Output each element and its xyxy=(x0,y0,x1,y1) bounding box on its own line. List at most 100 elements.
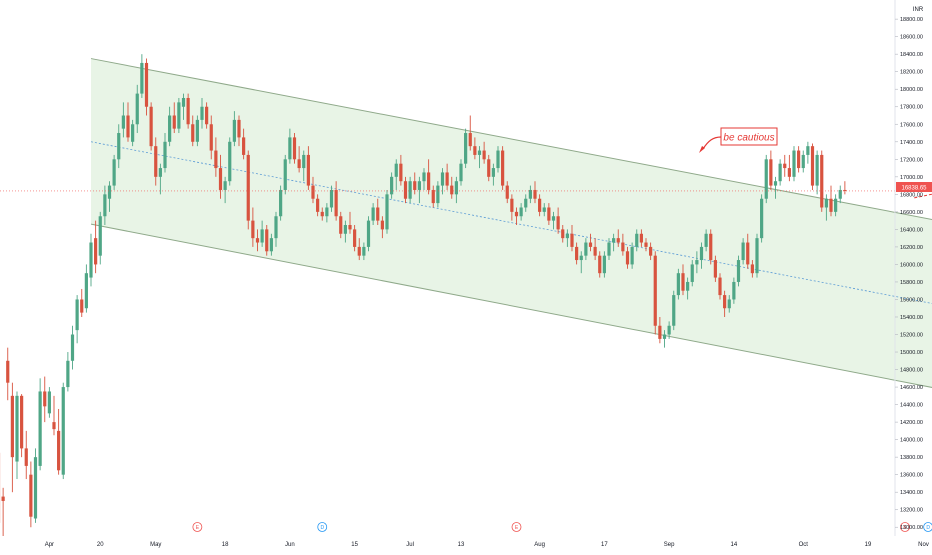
time-tick-label: 17 xyxy=(601,542,608,548)
candle-body xyxy=(251,221,254,239)
candle-body xyxy=(788,168,791,177)
candle-body xyxy=(432,190,435,203)
candle-body xyxy=(150,107,153,146)
candle-body xyxy=(376,207,379,220)
candle-body xyxy=(256,238,259,242)
candle-body xyxy=(163,142,166,168)
candle-body xyxy=(80,299,83,312)
candle-body xyxy=(131,124,134,142)
candle-body xyxy=(543,207,546,211)
candle-body xyxy=(718,278,721,296)
candle-body xyxy=(695,260,698,264)
candle-body xyxy=(298,159,301,168)
candle-body xyxy=(816,155,819,186)
candle-body xyxy=(487,159,490,177)
time-tick-label: 19 xyxy=(865,542,872,548)
candle-body xyxy=(242,137,245,155)
time-tick-label: May xyxy=(150,542,161,548)
price-tick-label: 13600.00 xyxy=(900,473,923,479)
candle-body xyxy=(159,168,162,177)
candle-body xyxy=(43,391,46,406)
candle-body xyxy=(723,295,726,308)
candle-body xyxy=(732,282,735,300)
candle-body xyxy=(99,216,102,255)
price-tick-label: 15600.00 xyxy=(900,297,923,303)
time-tick-label: Apr xyxy=(45,542,54,548)
candle-body xyxy=(34,457,37,518)
candle-body xyxy=(385,194,388,229)
candle-body xyxy=(598,256,601,274)
candle-body xyxy=(640,234,643,243)
candle-body xyxy=(76,299,79,330)
candle-body xyxy=(404,181,407,199)
candle-body xyxy=(825,199,828,208)
candle-body xyxy=(626,251,629,264)
candle-body xyxy=(839,190,842,199)
price-tick-label: 15000.00 xyxy=(900,350,923,356)
candle-body xyxy=(612,238,615,242)
candle-body xyxy=(635,234,638,247)
candle-body xyxy=(367,221,370,247)
candle-body xyxy=(742,243,745,261)
candle-body xyxy=(261,229,264,242)
candle-body xyxy=(302,155,305,168)
candle-body xyxy=(187,98,190,124)
candle-body xyxy=(325,207,328,216)
candle-body xyxy=(316,199,319,212)
candle-body xyxy=(709,234,712,260)
candle-body xyxy=(219,168,222,190)
candle-body xyxy=(533,190,536,199)
candle-body xyxy=(529,190,532,199)
candle-body xyxy=(765,159,768,198)
candle-body xyxy=(580,256,583,260)
candle-body xyxy=(6,361,9,383)
candle-body xyxy=(48,391,51,413)
candle-body xyxy=(473,146,476,155)
candle-body xyxy=(792,151,795,177)
candle-body xyxy=(196,120,199,142)
price-tick-label: 16800.00 xyxy=(900,192,923,198)
candle-body xyxy=(25,448,28,466)
candle-body xyxy=(330,190,333,208)
candle-body xyxy=(681,273,684,291)
time-tick-label: Sep xyxy=(664,542,675,548)
candle-body xyxy=(362,247,365,256)
candle-body xyxy=(584,243,587,256)
candle-body xyxy=(469,133,472,146)
price-tick-label: 17000.00 xyxy=(900,175,923,181)
candle-body xyxy=(284,159,287,190)
candle-body xyxy=(427,172,430,190)
candle-body xyxy=(94,238,97,264)
candle-body xyxy=(520,207,523,216)
candle-body xyxy=(173,116,176,129)
candle-body xyxy=(686,282,689,291)
candle-body xyxy=(589,243,592,247)
candle-body xyxy=(293,137,296,159)
candle-body xyxy=(145,63,148,107)
candle-body xyxy=(441,172,444,185)
candle-body xyxy=(52,422,55,429)
candle-body xyxy=(20,396,23,449)
time-tick-label: 18 xyxy=(222,542,229,548)
candle-body xyxy=(339,216,342,234)
candle-body xyxy=(321,212,324,216)
candle-body xyxy=(224,181,227,190)
time-tick-label: Oct xyxy=(799,542,809,548)
candle-body xyxy=(501,151,504,186)
candle-body xyxy=(483,151,486,160)
candle-body xyxy=(62,387,65,475)
price-tick-label: 14400.00 xyxy=(900,403,923,409)
candle-body xyxy=(372,207,375,220)
candle-body xyxy=(779,164,782,182)
candle-body xyxy=(510,199,513,212)
candle-body xyxy=(168,116,171,142)
candle-body xyxy=(210,124,213,150)
price-tick-label: 15800.00 xyxy=(900,280,923,286)
time-tick-label: Jun xyxy=(285,542,295,548)
candle-body xyxy=(233,120,236,142)
price-tick-label: 17800.00 xyxy=(900,105,923,111)
candle-body xyxy=(381,221,384,230)
candle-body xyxy=(774,181,777,185)
